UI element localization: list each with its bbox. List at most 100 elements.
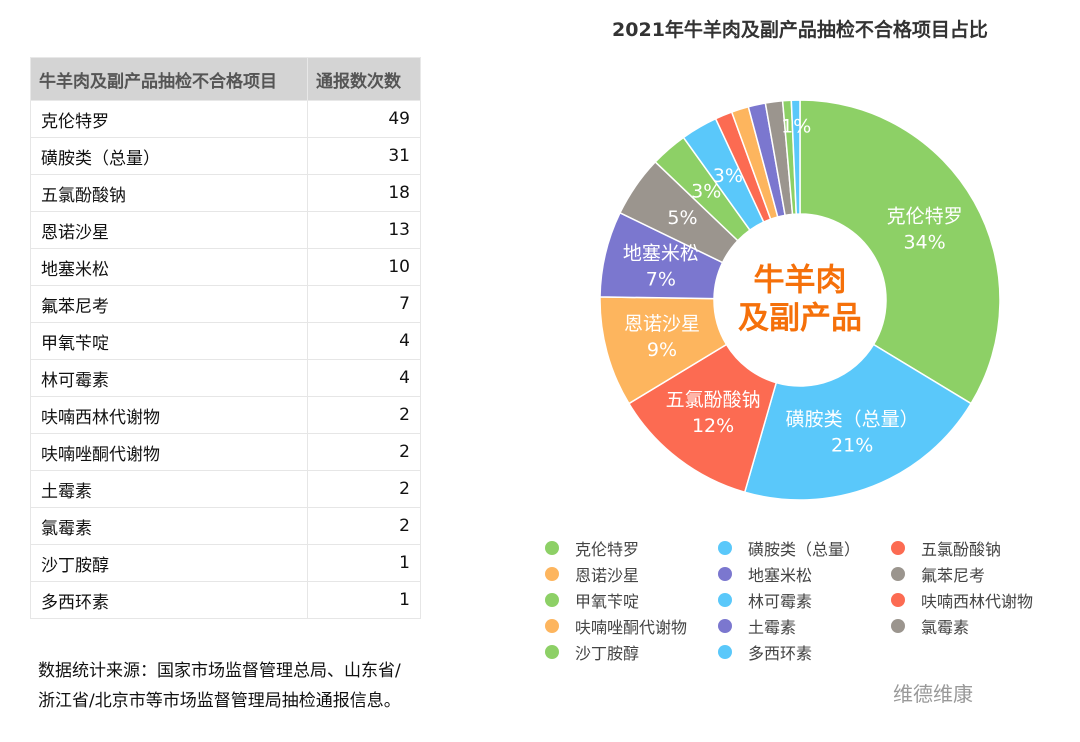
slice-name: 克伦特罗 (887, 205, 963, 227)
legend-label: 林可霉素 (748, 592, 813, 611)
value-label: 1% (781, 116, 811, 138)
slice-name: 五氯酚酸钠 (666, 389, 761, 411)
legend-label: 沙丁胺醇 (575, 644, 640, 663)
table-row: 五氯酚酸钠 18 (30, 174, 421, 212)
table-row: 林可霉素 4 (30, 359, 421, 397)
table-row: 土霉素 2 (30, 470, 421, 508)
item-cell: 克伦特罗 (30, 100, 308, 138)
pie-slice (790, 99, 801, 215)
slice-name: 磺胺类（总量） (786, 409, 919, 431)
legend-label: 五氯酚酸钠 (921, 540, 1002, 559)
legend-item: 五氯酚酸钠 (891, 537, 1061, 559)
value-label: 5% (667, 207, 697, 229)
legend-item: 克伦特罗 (545, 537, 718, 559)
pie-slice (764, 99, 794, 217)
item-cell: 多西环素 (30, 581, 308, 619)
center-label: 牛羊肉 (754, 263, 847, 299)
item-cell: 地塞米松 (30, 248, 308, 286)
table-row: 地塞米松 10 (30, 248, 421, 286)
table-row: 氟苯尼考 7 (30, 285, 421, 323)
item-cell: 呋喃唑酮代谢物 (30, 433, 308, 471)
pie-slice (714, 111, 772, 224)
pie-slice (654, 136, 751, 242)
legend-item: 呋喃西林代谢物 (891, 589, 1061, 611)
legend-item: 林可霉素 (718, 589, 891, 611)
pie-slice (730, 105, 779, 221)
slice-name: 地塞米松 (623, 242, 699, 264)
value-label: 3% (713, 165, 743, 187)
legend-item: 土霉素 (718, 615, 891, 637)
table-row: 多西环素 1 (30, 581, 421, 619)
legend-item: 地塞米松 (718, 563, 891, 585)
chart-title: 2021年牛羊肉及副产品抽检不合格项目占比 (612, 19, 988, 41)
legend-label: 恩诺沙星 (575, 566, 640, 585)
table-row: 甲氧苄啶 4 (30, 322, 421, 360)
legend-item: 恩诺沙星 (545, 563, 718, 585)
count-cell: 1 (307, 544, 421, 582)
value-label: 21% (831, 435, 873, 457)
legend-swatch (891, 593, 905, 607)
table-row: 磺胺类（总量） 31 (30, 137, 421, 175)
data-table: 牛羊肉及副产品抽检不合格项目 通报数次数 克伦特罗 49 磺胺类（总量） 31 五氯酚酸钠 1… (30, 57, 421, 619)
value-label: 12% (692, 415, 734, 437)
legend-label: 土霉素 (748, 618, 797, 637)
legend-swatch (718, 645, 732, 659)
legend-item: 甲氧苄啶 (545, 589, 718, 611)
pie-slice (799, 99, 1001, 405)
count-cell: 2 (307, 396, 421, 434)
item-cell: 呋喃西林代谢物 (30, 396, 308, 434)
watermark: 维德维康 (893, 682, 973, 706)
value-label: 7% (646, 268, 676, 290)
legend-item: 呋喃唑酮代谢物 (545, 615, 718, 637)
legend-item: 多西环素 (718, 641, 891, 663)
item-cell: 林可霉素 (30, 359, 308, 397)
pie-slice (627, 343, 778, 494)
note-line: 浙江省/北京市等市场监督管理局抽检通报信息。 (38, 691, 401, 711)
count-cell: 10 (307, 248, 421, 286)
table-row: 克伦特罗 49 (30, 100, 421, 138)
legend-item: 沙丁胺醇 (545, 641, 718, 663)
legend-label: 地塞米松 (748, 566, 813, 585)
count-cell: 4 (307, 359, 421, 397)
table-row: 氯霉素 2 (30, 507, 421, 545)
legend-label: 克伦特罗 (575, 540, 640, 559)
legend-swatch (718, 619, 732, 633)
legend-label: 甲氧苄啶 (575, 592, 640, 611)
legend-swatch (545, 645, 559, 659)
slice-name: 恩诺沙星 (624, 313, 700, 335)
count-cell: 2 (307, 470, 421, 508)
center-label: 及副产品 (738, 301, 862, 337)
legend-swatch (718, 541, 732, 555)
pie-slice (743, 343, 973, 501)
count-cell: 31 (307, 137, 421, 175)
item-cell: 甲氧苄啶 (30, 322, 308, 360)
pie-slice (599, 211, 724, 300)
header-cell: 通报数次数 (307, 57, 421, 101)
legend-label: 氯霉素 (921, 618, 970, 637)
item-cell: 五氯酚酸钠 (30, 174, 308, 212)
header-cell: 牛羊肉及副产品抽检不合格项目 (30, 57, 308, 101)
legend-swatch (545, 619, 559, 633)
value-label: 34% (903, 231, 945, 253)
item-cell: 氯霉素 (30, 507, 308, 545)
item-cell: 磺胺类（总量） (30, 137, 308, 175)
table-row: 呋喃唑酮代谢物 2 (30, 433, 421, 471)
item-cell: 土霉素 (30, 470, 308, 508)
legend-item: 磺胺类（总量） (718, 537, 891, 559)
count-cell: 18 (307, 174, 421, 212)
legend-swatch (891, 541, 905, 555)
pie-slice (682, 117, 765, 232)
legend-label: 呋喃西林代谢物 (921, 592, 1034, 611)
legend-label: 氟苯尼考 (921, 566, 986, 585)
legend-label: 磺胺类（总量） (748, 540, 861, 559)
legend-swatch (545, 593, 559, 607)
pie-slice (599, 296, 728, 405)
legend-label: 呋喃唑酮代谢物 (575, 618, 688, 637)
legend-swatch (718, 567, 732, 581)
value-label: 3% (691, 181, 721, 203)
count-cell: 49 (307, 100, 421, 138)
count-cell: 4 (307, 322, 421, 360)
count-cell: 13 (307, 211, 421, 249)
table-row: 恩诺沙星 13 (30, 211, 421, 249)
table-header: 牛羊肉及副产品抽检不合格项目 通报数次数 (30, 57, 421, 101)
